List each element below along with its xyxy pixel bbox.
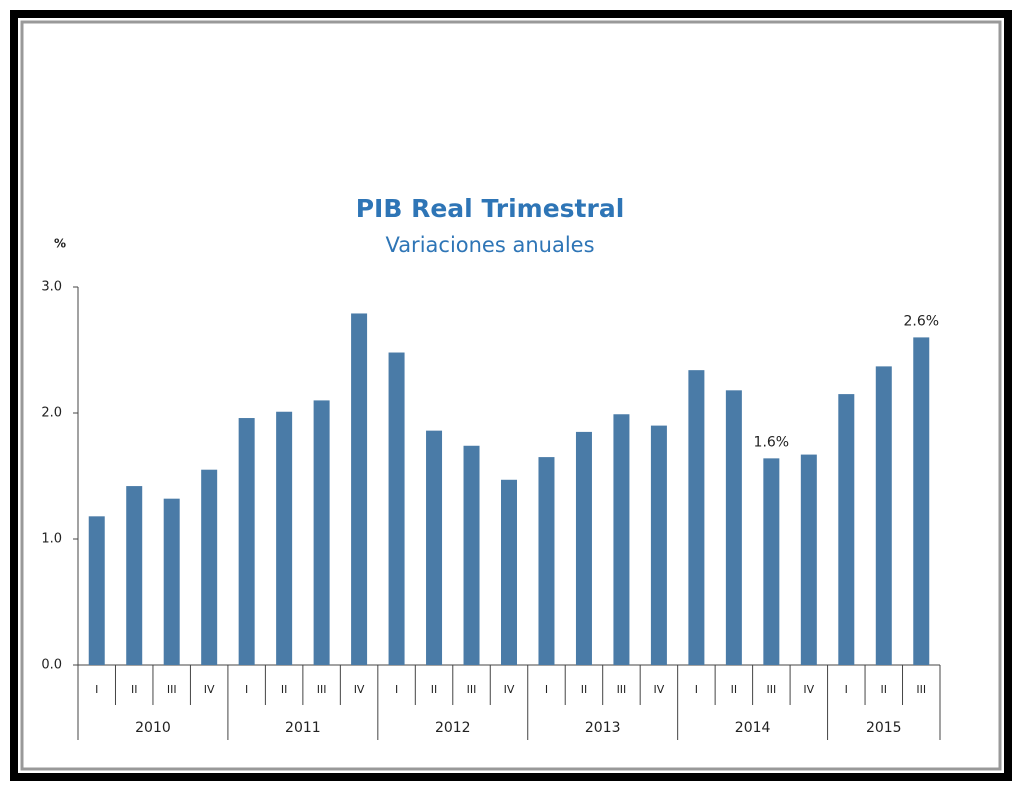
x-tick-label: I — [545, 683, 548, 696]
x-tick-label: II — [581, 683, 588, 696]
frame-inner — [20, 20, 1002, 771]
y-axis-label: % — [54, 237, 66, 251]
x-tick-label: IV — [354, 683, 365, 696]
bar — [725, 390, 742, 665]
bar — [163, 498, 180, 665]
bar — [875, 366, 892, 665]
bar — [313, 400, 330, 665]
data-label: 2.6% — [903, 313, 939, 329]
x-tick-label: I — [95, 683, 98, 696]
x-tick-label: I — [245, 683, 248, 696]
x-tick-label: III — [766, 683, 776, 696]
y-tick-label: 3.0 — [41, 280, 62, 295]
bar — [426, 430, 443, 665]
x-tick-label: II — [281, 683, 288, 696]
x-tick-label: II — [431, 683, 438, 696]
x-tick-label: I — [845, 683, 848, 696]
x-tick-label: IV — [654, 683, 665, 696]
x-tick-label: I — [395, 683, 398, 696]
x-tick-label: III — [916, 683, 926, 696]
bar — [276, 411, 293, 665]
bar — [650, 425, 667, 665]
bar — [575, 431, 592, 665]
x-tick-label: III — [167, 683, 177, 696]
x-tick-label: III — [617, 683, 627, 696]
bar — [538, 457, 555, 665]
year-label: 2013 — [585, 720, 621, 736]
chart-subtitle: Variaciones anuales — [385, 233, 594, 257]
x-tick-label: IV — [803, 683, 814, 696]
bar — [88, 516, 105, 665]
year-label: 2011 — [285, 720, 321, 736]
bar — [763, 458, 780, 665]
bar — [463, 445, 480, 665]
bar — [800, 454, 817, 665]
bar — [238, 418, 255, 665]
x-tick-label: I — [695, 683, 698, 696]
x-tick-label: II — [881, 683, 888, 696]
x-tick-label: III — [467, 683, 477, 696]
bar — [351, 313, 368, 665]
year-label: 2015 — [866, 720, 902, 736]
x-tick-label: III — [317, 683, 327, 696]
data-label: 1.6% — [754, 434, 790, 450]
bar — [501, 479, 517, 665]
y-tick-label: 0.0 — [41, 658, 62, 673]
x-tick-label: II — [131, 683, 138, 696]
x-tick-label: IV — [204, 683, 215, 696]
bar — [388, 352, 405, 665]
year-label: 2010 — [135, 720, 171, 736]
year-label: 2012 — [435, 720, 471, 736]
year-label: 2014 — [735, 720, 771, 736]
x-tick-label: IV — [504, 683, 515, 696]
bar — [838, 394, 855, 665]
bar — [613, 414, 630, 665]
y-tick-label: 1.0 — [41, 532, 62, 547]
chart-title: PIB Real Trimestral — [356, 194, 625, 223]
bar — [688, 370, 705, 665]
bar — [126, 486, 143, 665]
bar — [201, 469, 218, 665]
x-tick-label: II — [731, 683, 738, 696]
y-tick-label: 2.0 — [41, 406, 62, 421]
bar — [913, 337, 930, 665]
